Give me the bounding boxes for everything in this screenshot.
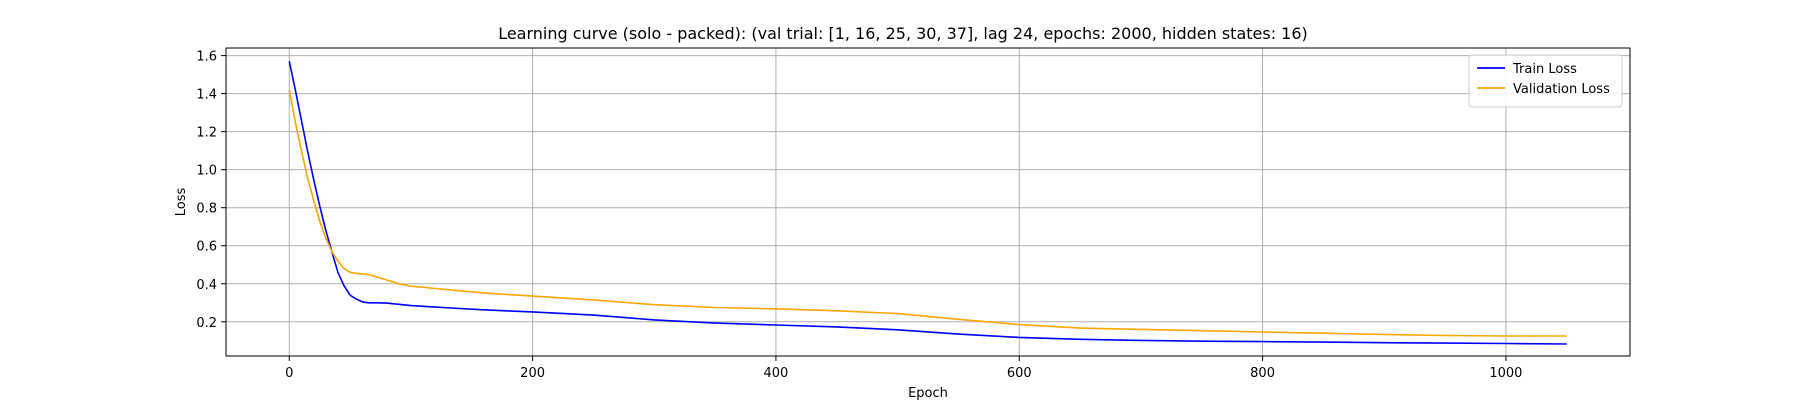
x-axis-label: Epoch <box>908 386 948 400</box>
x-tick-label: 800 <box>1250 366 1275 381</box>
legend-label: Train Loss <box>1512 62 1577 77</box>
legend-box <box>1468 54 1623 108</box>
legend: Train Loss Validation Loss <box>1468 54 1623 108</box>
y-tick-label: 0.2 <box>196 316 217 331</box>
y-tick-label: 0.4 <box>196 278 217 293</box>
y-tick-label: 0.8 <box>196 202 217 217</box>
x-tick-label: 400 <box>764 366 789 381</box>
y-tick-label: 1.6 <box>196 50 217 65</box>
y-axis-label: Loss <box>174 188 189 217</box>
series-line-validation-loss <box>288 89 1567 337</box>
y-tick-label: 1.4 <box>196 88 217 103</box>
legend-label: Validation Loss <box>1513 82 1610 97</box>
x-tick-label: 1000 <box>1489 366 1522 381</box>
x-tick-label: 200 <box>520 366 545 381</box>
x-tick-label: 0 <box>285 366 293 381</box>
y-tick-label: 1.2 <box>196 126 217 141</box>
plot-frame <box>225 47 1631 357</box>
series-line-train-loss <box>288 61 1567 345</box>
grid <box>226 48 1630 356</box>
chart-title: Learning curve (solo - packed): (val tri… <box>498 24 1308 43</box>
y-tick-label: 1.0 <box>196 164 217 179</box>
y-axis-ticks: 0.2 0.4 0.6 0.8 1.0 1.2 1.4 1.6 <box>196 50 226 331</box>
x-axis-ticks: 0 200 400 600 800 1000 <box>285 356 1522 381</box>
x-tick-label: 600 <box>1007 366 1032 381</box>
series-lines <box>288 61 1567 345</box>
y-tick-label: 0.6 <box>196 240 217 255</box>
